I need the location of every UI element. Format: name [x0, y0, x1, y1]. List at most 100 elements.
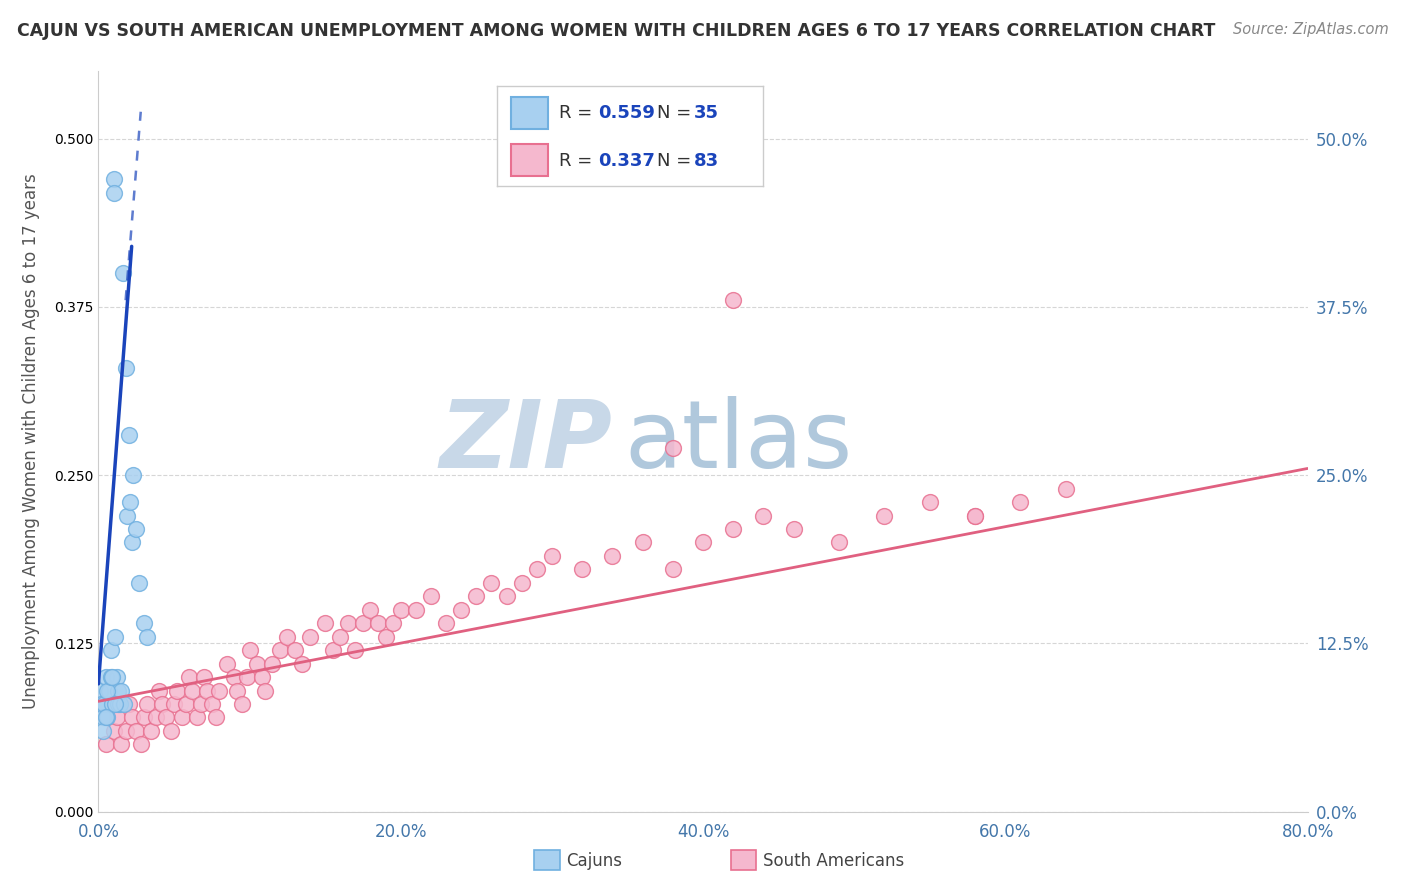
Point	[114, 723, 136, 738]
Point	[918, 495, 941, 509]
Point	[465, 590, 488, 604]
Point	[367, 616, 389, 631]
Point	[132, 710, 155, 724]
Point	[150, 697, 173, 711]
Point	[174, 697, 197, 711]
Point	[101, 670, 124, 684]
Point	[105, 710, 128, 724]
Point	[965, 508, 987, 523]
Point	[291, 657, 314, 671]
Point	[193, 670, 215, 684]
Point	[215, 657, 238, 671]
Text: atlas: atlas	[624, 395, 852, 488]
Point	[96, 683, 118, 698]
Point	[828, 535, 851, 549]
Point	[94, 738, 117, 752]
Point	[105, 670, 128, 684]
Point	[434, 616, 457, 631]
Point	[723, 293, 745, 308]
Point	[170, 710, 193, 724]
Point	[141, 723, 163, 738]
Point	[186, 710, 208, 724]
Point	[235, 670, 257, 684]
Point	[314, 616, 336, 631]
Point	[284, 643, 307, 657]
Text: CAJUN VS SOUTH AMERICAN UNEMPLOYMENT AMONG WOMEN WITH CHILDREN AGES 6 TO 17 YEAR: CAJUN VS SOUTH AMERICAN UNEMPLOYMENT AMO…	[17, 22, 1215, 40]
Point	[128, 575, 150, 590]
Point	[108, 697, 131, 711]
Point	[155, 710, 177, 724]
Point	[94, 710, 117, 724]
Point	[103, 186, 125, 200]
Point	[107, 683, 129, 698]
Point	[166, 683, 188, 698]
Point	[103, 723, 125, 738]
Point	[89, 683, 111, 698]
Point	[91, 723, 114, 738]
Point	[322, 643, 344, 657]
Point	[481, 575, 503, 590]
Point	[104, 697, 127, 711]
Point	[103, 172, 125, 186]
Point	[110, 683, 132, 698]
Point	[129, 738, 152, 752]
Point	[661, 562, 683, 576]
Point	[352, 616, 374, 631]
Point	[160, 723, 183, 738]
Point	[495, 590, 517, 604]
Point	[104, 630, 127, 644]
Point	[231, 697, 253, 711]
Point	[90, 697, 112, 711]
Point	[692, 535, 714, 549]
Point	[250, 670, 273, 684]
Y-axis label: Unemployment Among Women with Children Ages 6 to 17 years: Unemployment Among Women with Children A…	[22, 174, 41, 709]
Point	[661, 442, 683, 456]
Point	[205, 710, 228, 724]
Point	[98, 683, 121, 698]
Point	[873, 508, 896, 523]
Point	[631, 535, 654, 549]
Point	[224, 670, 246, 684]
Point	[135, 697, 157, 711]
Point	[571, 562, 593, 576]
Point	[190, 697, 212, 711]
Point	[602, 549, 624, 563]
Point	[344, 643, 367, 657]
Point	[783, 522, 806, 536]
Point	[101, 697, 124, 711]
Point	[195, 683, 218, 698]
Point	[510, 575, 533, 590]
Point	[96, 710, 118, 724]
Point	[450, 603, 472, 617]
Point	[135, 630, 157, 644]
Point	[1054, 482, 1077, 496]
Point	[405, 603, 427, 617]
Point	[100, 643, 122, 657]
Point	[107, 697, 129, 711]
Point	[420, 590, 443, 604]
Point	[382, 616, 405, 631]
Point	[122, 468, 145, 483]
Point	[329, 630, 352, 644]
Point	[262, 657, 284, 671]
Point	[276, 630, 298, 644]
Point	[246, 657, 269, 671]
Point	[239, 643, 262, 657]
Point	[111, 266, 134, 280]
Point	[110, 738, 132, 752]
Point	[145, 710, 167, 724]
Point	[125, 723, 148, 738]
Point	[132, 616, 155, 631]
Point	[93, 697, 115, 711]
Point	[163, 697, 186, 711]
Point	[965, 508, 987, 523]
Point	[360, 603, 382, 617]
Point	[125, 522, 148, 536]
Text: Cajuns: Cajuns	[567, 852, 623, 870]
Point	[148, 683, 170, 698]
Point	[121, 710, 143, 724]
Point	[91, 710, 114, 724]
Point	[208, 683, 231, 698]
Point	[118, 427, 141, 442]
Point	[112, 697, 135, 711]
